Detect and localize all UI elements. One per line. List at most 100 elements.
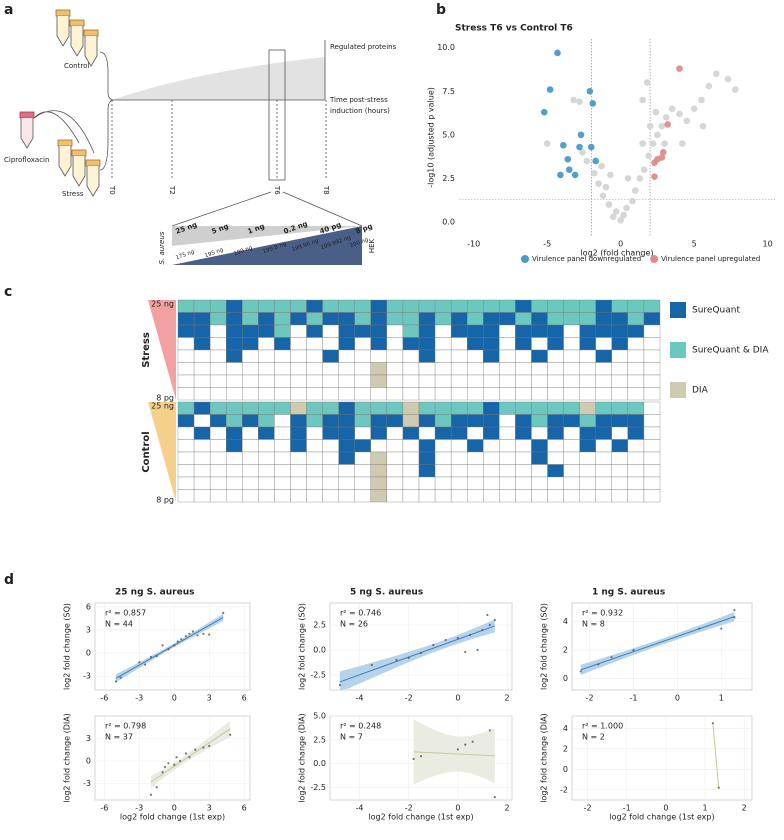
x-tick-label: 0 — [455, 804, 460, 813]
heat-cell — [338, 349, 355, 363]
heat-cell — [338, 464, 355, 478]
heat-cell — [354, 299, 371, 313]
heat-cell — [627, 426, 645, 440]
point — [167, 762, 170, 765]
panel-label: d — [4, 572, 14, 588]
heat-cell — [306, 489, 323, 503]
x-tick-label: 0 — [663, 804, 668, 813]
heat-cell — [531, 464, 548, 478]
heat-cell — [242, 401, 259, 415]
heat-cell — [322, 312, 339, 326]
heat-cell — [193, 476, 211, 490]
heat-cell — [322, 426, 339, 440]
heat-cell — [177, 426, 195, 440]
heat-cell — [611, 414, 629, 428]
point — [712, 70, 720, 78]
heat-cell — [209, 299, 227, 313]
heat-cell — [370, 374, 388, 388]
heat-cell — [290, 349, 307, 363]
y-tick-label: -2.5 — [310, 671, 326, 680]
point — [576, 143, 583, 151]
heat-cell — [226, 439, 243, 453]
heat-cell — [177, 451, 195, 465]
y-axis-label: log2 fold change (DIA) — [298, 713, 307, 803]
regression-line — [150, 728, 231, 783]
x-tick-label: 0 — [675, 694, 680, 703]
heat-cell — [290, 451, 307, 465]
heat-cell — [579, 387, 596, 401]
row-label: 25 ng — [151, 300, 174, 309]
heat-cell — [274, 414, 291, 428]
y-tick-label: 0 — [86, 649, 91, 658]
heat-cell — [322, 439, 339, 453]
heat-cell — [338, 414, 355, 428]
heat-cell — [258, 349, 275, 363]
point — [612, 208, 620, 215]
heat-cell — [595, 426, 612, 440]
heat-cell — [579, 349, 596, 363]
point — [178, 759, 182, 763]
heat-cell — [209, 401, 227, 415]
heat-cell — [338, 476, 355, 490]
heat-cell — [434, 489, 452, 503]
heat-cell — [611, 439, 629, 453]
point — [661, 140, 669, 147]
heat-cell — [402, 324, 420, 338]
heat-cell — [499, 414, 516, 428]
x-tick-label: 3 — [207, 804, 212, 813]
heat-cell — [370, 476, 388, 490]
heat-cell — [354, 362, 371, 376]
heat-cell — [547, 439, 564, 453]
timepoint: T0 — [108, 185, 116, 195]
heat-cell — [450, 414, 468, 428]
heat-cell — [579, 439, 596, 453]
point — [664, 121, 672, 128]
x-tick-label: 10 — [763, 239, 773, 248]
heat-cell — [177, 312, 195, 326]
heat-cell — [611, 324, 629, 338]
heat-cell — [467, 374, 484, 388]
heat-cell — [306, 401, 323, 415]
heat-cell — [402, 476, 420, 490]
heat-cell — [643, 299, 661, 313]
point — [659, 148, 667, 156]
heat-cell — [338, 451, 355, 465]
time-axis — [112, 40, 326, 101]
x-tick-label: 0 — [172, 694, 177, 703]
point — [652, 108, 660, 116]
heat-cell — [177, 489, 195, 503]
label: Ciprofloxacin — [4, 156, 49, 164]
heat-cell — [193, 324, 211, 338]
heat-cell — [290, 426, 307, 440]
heat-cell — [515, 312, 532, 326]
heat-cell — [290, 299, 307, 313]
heat-cell — [643, 337, 661, 351]
heat-cell — [290, 489, 307, 503]
heat-cell — [434, 362, 452, 376]
heat-cell — [515, 439, 532, 453]
heat-cell — [611, 374, 629, 388]
heat-cell — [579, 426, 596, 440]
point — [208, 744, 211, 748]
heat-cell — [515, 324, 532, 338]
point — [662, 114, 670, 121]
heat-cell — [611, 476, 629, 490]
point — [432, 643, 435, 647]
point — [469, 633, 472, 637]
heat-cell — [547, 312, 564, 326]
heat-cell — [177, 401, 195, 415]
heat-cell — [467, 451, 484, 465]
point — [698, 627, 701, 630]
label: S. aureus — [158, 231, 166, 264]
response-area — [112, 57, 325, 100]
annotation: r² = 0.798 — [105, 722, 146, 731]
heat-cell — [338, 312, 355, 326]
timepoint: T2 — [168, 185, 176, 195]
annotation: N = 44 — [105, 620, 133, 629]
point — [668, 105, 676, 113]
heat-cell — [418, 464, 436, 478]
heat-cell — [209, 324, 227, 338]
annotation: N = 7 — [340, 733, 363, 742]
point — [643, 79, 651, 86]
row-label: 25 ng — [151, 402, 174, 411]
